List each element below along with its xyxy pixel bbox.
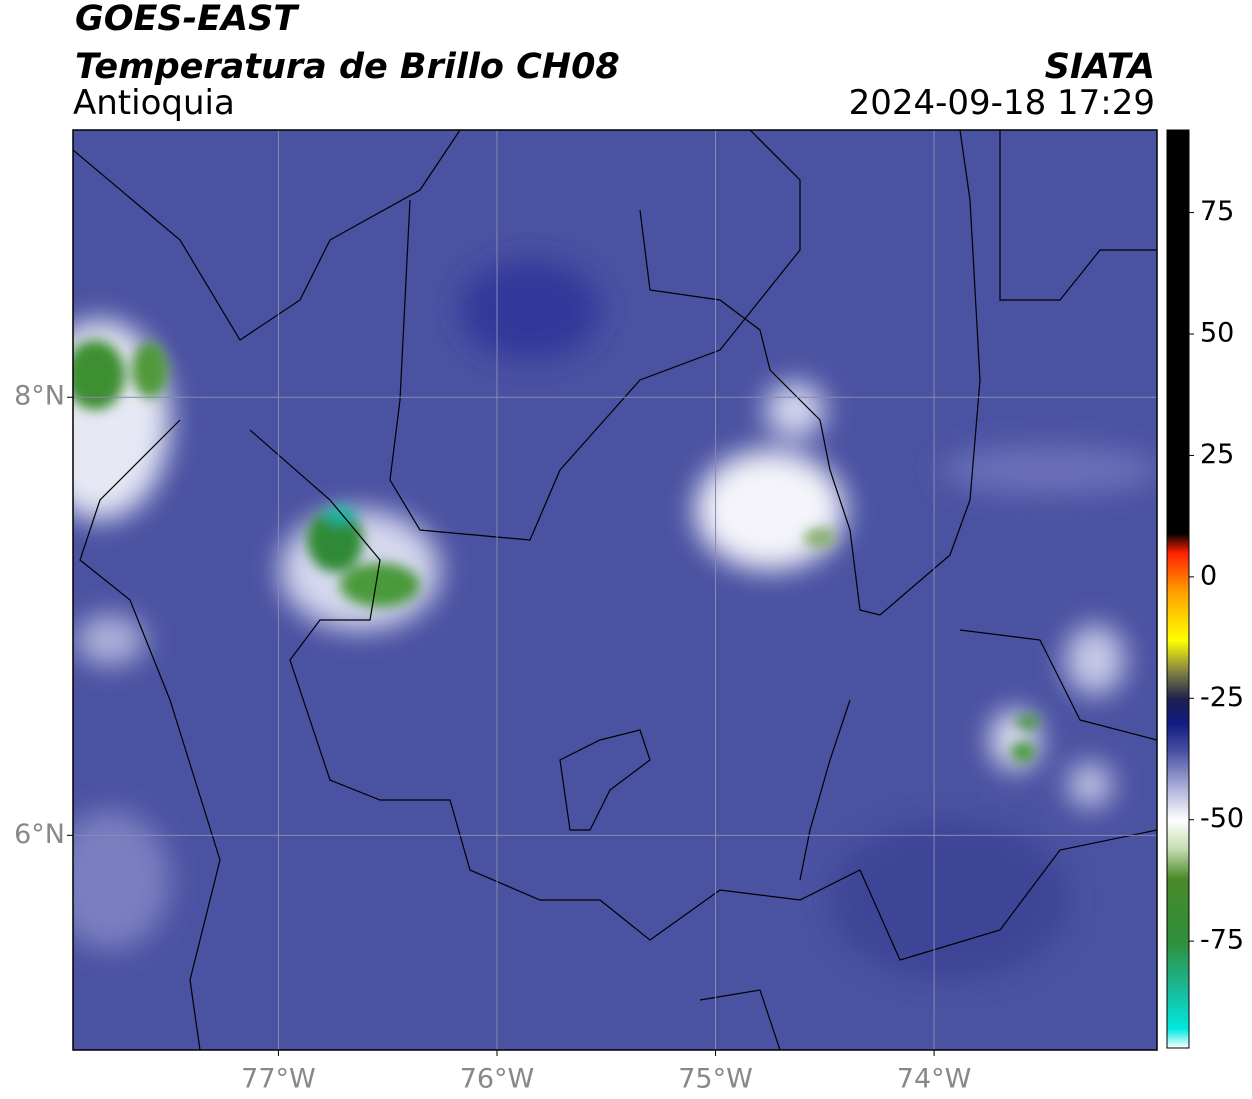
colorbar-segment: [1167, 533, 1189, 554]
colorbar-tick-label: -75: [1200, 925, 1244, 956]
title: GOES-EAST: [75, 0, 300, 39]
colorbar-segment: [1167, 591, 1189, 641]
x-tick-label: 77°W: [241, 1064, 316, 1095]
map-frame: [72, 129, 1158, 1051]
colorbar-segment: [1167, 640, 1189, 670]
colorbar-tick-label: 25: [1200, 439, 1234, 470]
colorbar-segment: [1167, 552, 1189, 592]
borders: [73, 130, 1157, 1050]
y-tick-label: 8°N: [14, 381, 65, 412]
colorbar-segment: [1167, 130, 1189, 534]
colorbar-segment: [1167, 1028, 1189, 1049]
cold-tops: [73, 340, 1040, 762]
colorbar-segment: [1167, 669, 1189, 699]
grid: [73, 130, 1157, 1050]
colorbar-segment: [1167, 698, 1189, 724]
datetime: 2024-09-18 17:29: [849, 83, 1155, 123]
colorbar-segment: [1167, 989, 1189, 1030]
colorbar-segment: [1167, 819, 1189, 850]
y-tick-label: 6°N: [14, 819, 65, 850]
x-tick-label: 76°W: [460, 1064, 535, 1095]
x-tick-label: 74°W: [897, 1064, 972, 1095]
colorbar-tick-label: -50: [1200, 803, 1244, 834]
region: Antioquia: [73, 83, 235, 123]
colorbar-frame: [1166, 129, 1190, 1049]
colorbar-segment: [1167, 941, 1189, 991]
colorbar-tick-label: 0: [1200, 560, 1217, 591]
map: [73, 130, 1157, 1050]
source: SIATA: [1045, 47, 1155, 87]
colorbar-segment: [1167, 878, 1189, 942]
colorbar-tick-label: 50: [1200, 318, 1234, 349]
colorbar-segment: [1167, 848, 1189, 879]
colorbar: [1167, 130, 1189, 1049]
colorbar-segment: [1167, 751, 1189, 787]
colorbar-segment: [1167, 785, 1189, 821]
colorbar-tick-label: -25: [1200, 682, 1244, 713]
colorbar-tick-label: 75: [1200, 196, 1234, 227]
colorbar-segment: [1167, 722, 1189, 753]
subtitle: Temperatura de Brillo CH08: [75, 47, 620, 87]
x-tick-label: 75°W: [678, 1064, 753, 1095]
